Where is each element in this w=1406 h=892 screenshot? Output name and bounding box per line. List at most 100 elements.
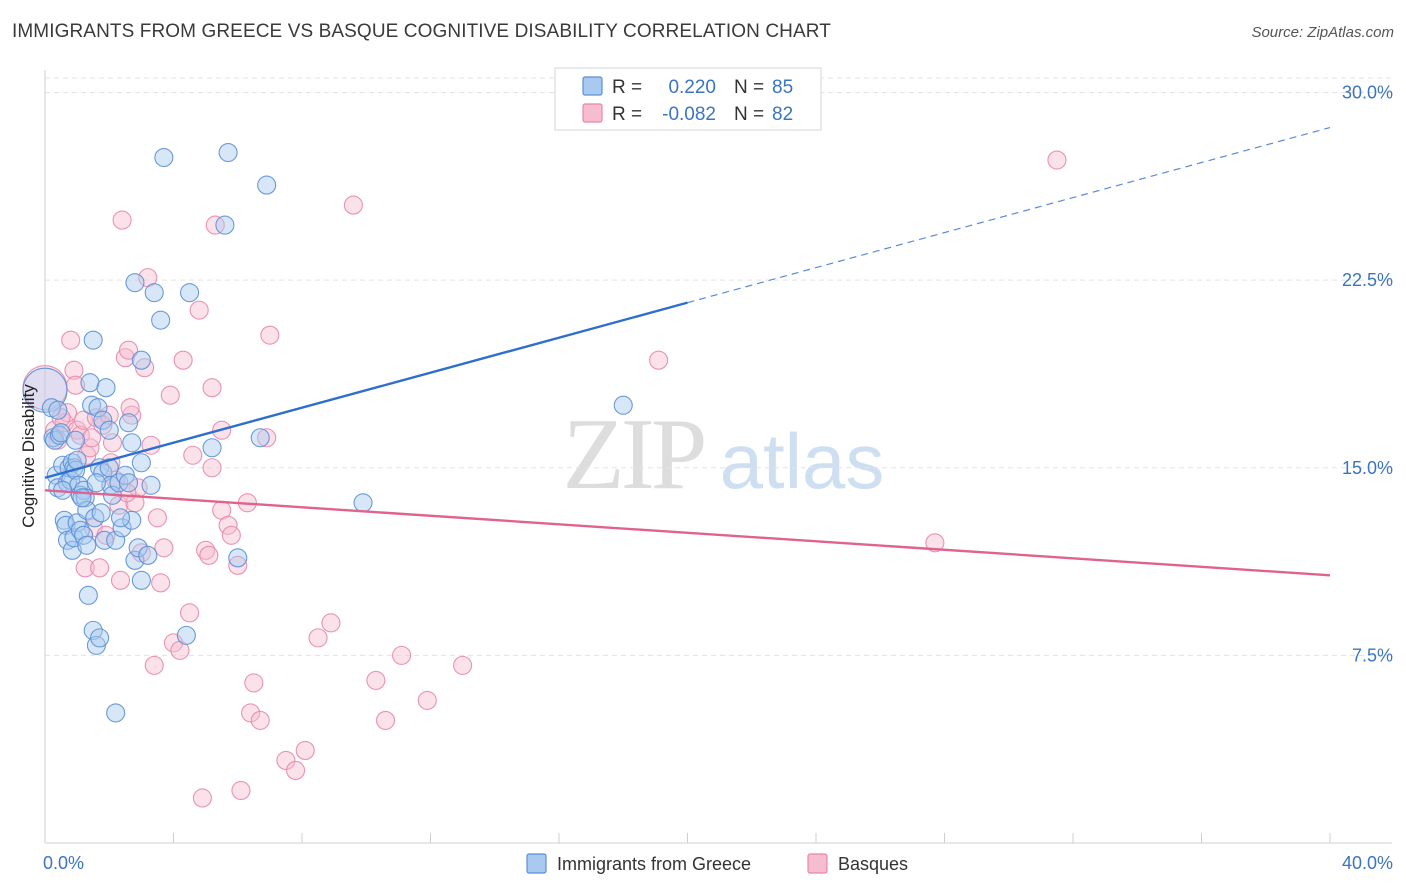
stats-blue-swatch [582, 76, 603, 96]
greece-point [112, 518, 132, 538]
legend: Immigrants from Greece Basques [526, 853, 908, 874]
basques-point [308, 628, 328, 648]
legend-basques-swatch [807, 853, 828, 874]
greece-point [125, 273, 145, 293]
basques-point [192, 788, 212, 808]
greece-point [122, 433, 142, 453]
basques-point [173, 350, 193, 370]
stats-n-value-1: 85 [772, 77, 793, 98]
legend-basques-label: Basques [838, 854, 908, 874]
basques-point [343, 195, 363, 215]
greece-point [131, 453, 151, 473]
basques-point [196, 540, 216, 560]
stats-r-value-1: 0.220 [668, 77, 716, 98]
greece-point [77, 500, 97, 520]
basques-point [392, 645, 412, 665]
basques-point [417, 690, 437, 710]
basques-point [321, 613, 341, 633]
trend-lines [44, 126, 1331, 577]
basques-point [231, 780, 251, 801]
greece-point [122, 510, 142, 530]
greece-point [94, 530, 114, 550]
greece-point [48, 400, 68, 420]
basques-point [221, 525, 241, 545]
greece-point [141, 475, 161, 495]
stats-r-value-2: -0.082 [662, 104, 716, 125]
basques-point [244, 673, 264, 693]
grid-lines [45, 77, 1392, 656]
basques-point [64, 360, 84, 380]
basques-trend-line [44, 489, 1331, 577]
basques-point [202, 458, 222, 478]
watermark-zip: ZIP [563, 398, 704, 511]
basques-points [22, 150, 1067, 808]
greece-point [353, 493, 373, 513]
basques-point [180, 603, 200, 623]
basques-point [99, 405, 119, 425]
basques-point [110, 570, 131, 590]
basques-point [276, 750, 296, 770]
greece-point [118, 413, 139, 433]
greece-point [83, 330, 103, 350]
greece-point [257, 175, 277, 195]
greece-point [90, 628, 110, 648]
greece-points [22, 143, 633, 723]
x-tick-max: 40.0% [1342, 853, 1393, 873]
basques-point [228, 555, 248, 575]
basques-point [102, 433, 123, 453]
basques-point [61, 330, 81, 350]
basques-point [375, 710, 396, 730]
basques-point [199, 545, 219, 565]
greece-point [138, 545, 158, 565]
y-tick-label: 15.0% [1342, 458, 1393, 478]
greece-point [80, 373, 100, 393]
greece-point [106, 703, 126, 723]
basques-point [241, 703, 261, 723]
greece-point [128, 538, 148, 558]
greece-point [613, 395, 633, 415]
basques-point [202, 378, 222, 398]
legend-greece-label: Immigrants from Greece [557, 854, 751, 874]
greece-point [83, 620, 103, 640]
greece-point [176, 625, 196, 645]
y-tick-label: 30.0% [1342, 83, 1393, 103]
stats-n-label-1: N = [734, 77, 764, 98]
greece-point [202, 438, 222, 458]
basques-point [151, 573, 171, 593]
greece-point [77, 535, 97, 555]
greece-point [218, 143, 238, 163]
greece-point [109, 473, 129, 493]
basques-point [925, 533, 945, 553]
basques-point [90, 558, 110, 578]
greece-point [78, 585, 98, 605]
greece-point [88, 398, 108, 418]
greece-point [110, 508, 131, 528]
basques-point [189, 300, 209, 320]
y-tick-labels: 7.5% 15.0% 22.5% 30.0% [1342, 83, 1393, 666]
basques-point [120, 398, 140, 418]
watermark-atlas: atlas [720, 417, 885, 505]
legend-greece-swatch [526, 853, 547, 874]
source-credit: Source: ZipAtlas.com [1251, 24, 1394, 41]
basques-point [75, 558, 95, 578]
stats-r-label-2: R = [612, 104, 642, 125]
greece-point [154, 148, 174, 168]
stats-n-value-2: 82 [772, 104, 793, 125]
greece-point [228, 548, 248, 568]
greece-point [144, 283, 164, 303]
greece-point [96, 378, 116, 398]
greece-point [99, 420, 119, 440]
basques-point [183, 445, 203, 465]
basques-point [257, 428, 277, 448]
greece-point [125, 550, 145, 570]
stats-box: R = 0.220 N = 85 R = -0.082 N = 82 [554, 67, 822, 131]
stats-n-label-2: N = [734, 104, 764, 125]
basques-point [93, 415, 113, 435]
stats-pink-swatch [582, 103, 603, 123]
greece-point [86, 473, 106, 493]
basques-point [147, 508, 167, 528]
greece-point [151, 310, 171, 330]
greece-point [250, 428, 270, 448]
basques-point [1047, 150, 1067, 170]
